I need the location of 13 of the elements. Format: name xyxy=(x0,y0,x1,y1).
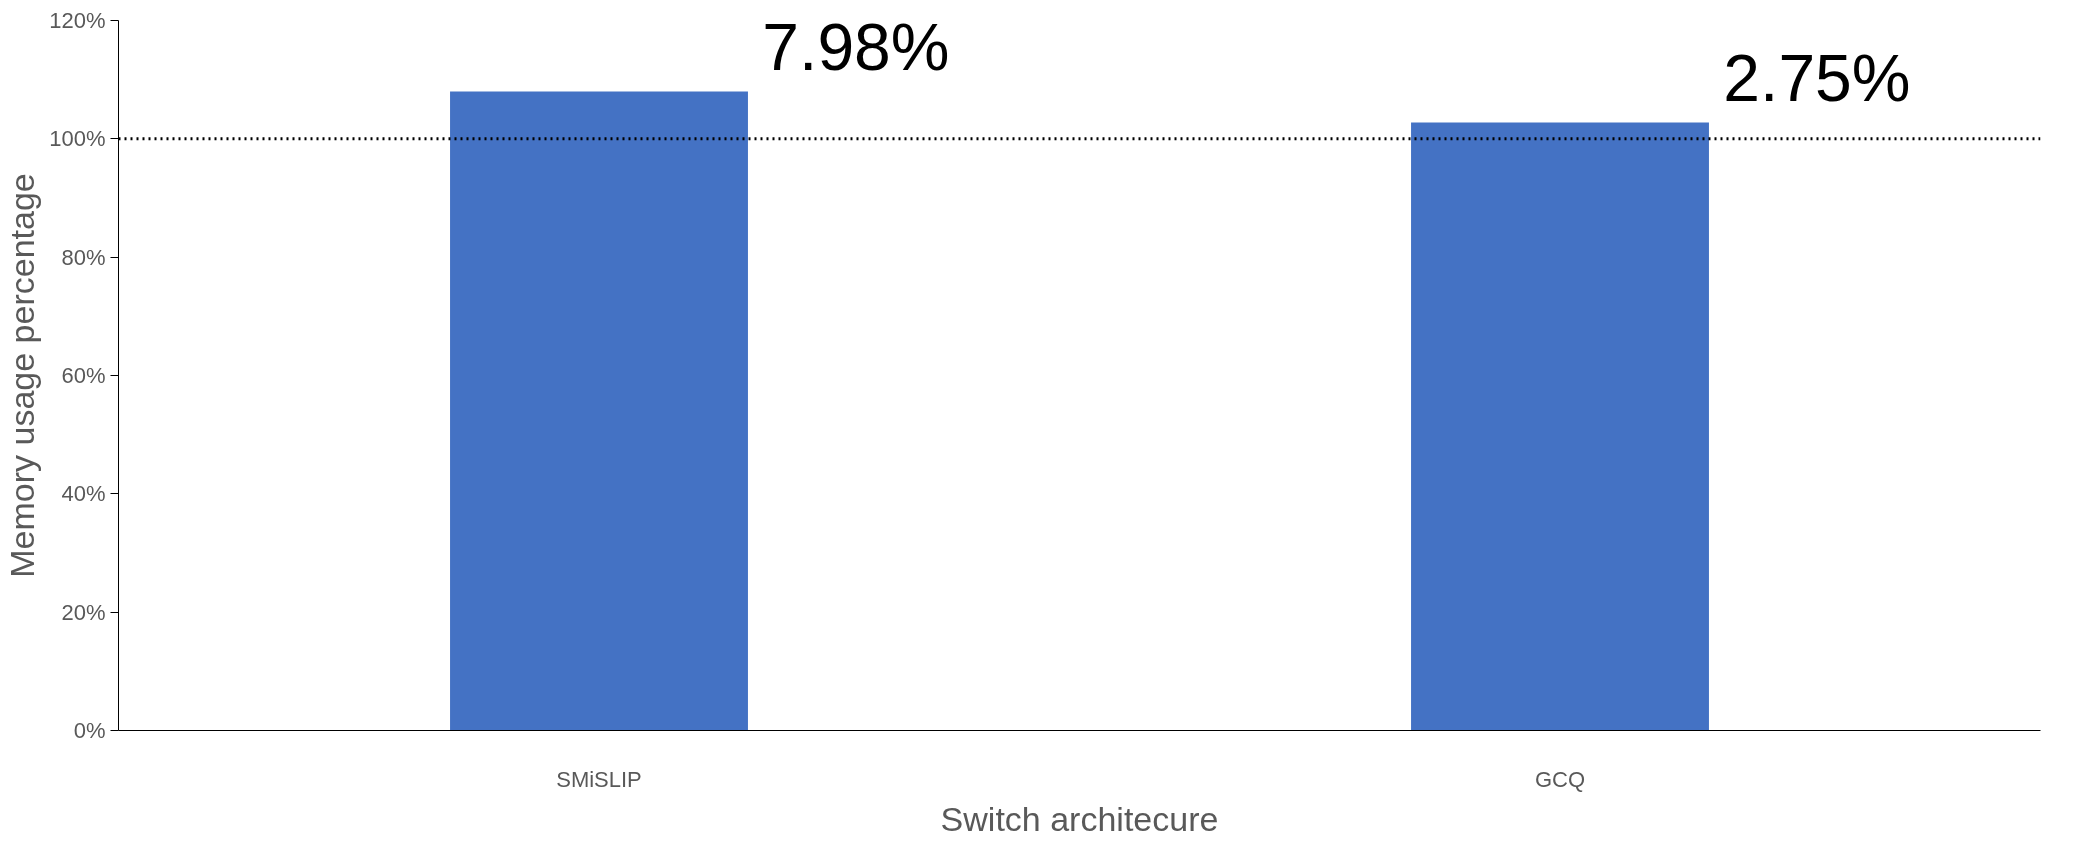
y-tick-label: 0% xyxy=(73,718,106,743)
annotation: 2.75% xyxy=(1723,40,1911,115)
x-axis-title: Switch architecure xyxy=(940,799,1219,838)
y-tick-label: 120% xyxy=(49,8,106,33)
y-tick-label: 20% xyxy=(61,599,106,625)
y-tick-label: 80% xyxy=(61,244,106,270)
y-tick-label: 40% xyxy=(61,481,106,507)
annotation: 7.98% xyxy=(762,9,950,84)
x-tick-label: SMiSLIP xyxy=(556,766,642,792)
y-axis-title: Memory usage percentage xyxy=(3,173,42,578)
y-tick-label: 100% xyxy=(49,126,106,152)
x-tick-label: GCQ xyxy=(1534,766,1586,792)
y-tick-label: 60% xyxy=(61,363,106,388)
